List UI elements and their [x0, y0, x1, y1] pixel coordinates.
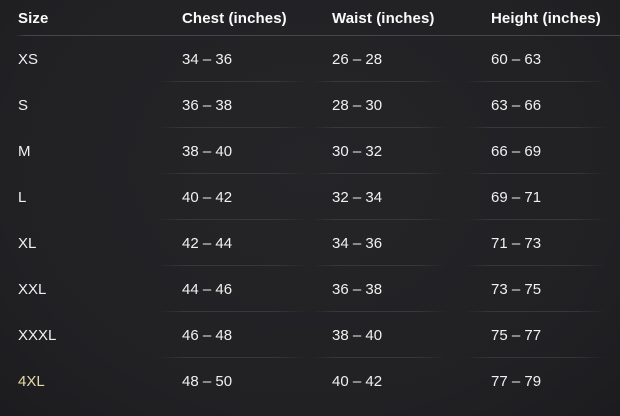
- value-cell: 42 – 44: [158, 220, 310, 266]
- column-header-size: Size: [18, 9, 49, 27]
- value-cell: 40 – 42: [332, 372, 383, 390]
- table-row: XL 42 – 44 34 – 36 71 – 73: [0, 220, 620, 266]
- value-cell: 38 – 40: [158, 128, 310, 174]
- size-cell-xs: XS: [18, 50, 39, 68]
- size-cell-xl: XL: [18, 234, 37, 252]
- value-cell: 36 – 38: [158, 82, 310, 128]
- table-row: M 38 – 40 30 – 32 66 – 69: [0, 128, 620, 174]
- table-row: XXL 44 – 46 36 – 38 73 – 75: [0, 266, 620, 312]
- value-cell: 28 – 30: [310, 82, 465, 128]
- table-row: S 36 – 38 28 – 30 63 – 66: [0, 82, 620, 128]
- value-cell: 75 – 77: [465, 312, 620, 358]
- value-cell: 60 – 63: [465, 36, 620, 82]
- value-cell: 26 – 28: [310, 36, 465, 82]
- size-cell-m: M: [18, 142, 31, 160]
- value-cell: 73 – 75: [465, 266, 620, 312]
- value-cell: 32 – 34: [310, 174, 465, 220]
- value-cell: 30 – 32: [310, 128, 465, 174]
- table-row: XXXL 46 – 48 38 – 40 75 – 77: [0, 312, 620, 358]
- value-cell: 71 – 73: [465, 220, 620, 266]
- value-cell: 40 – 42: [158, 174, 310, 220]
- value-cell: 34 – 36: [310, 220, 465, 266]
- size-cell-4xl: 4XL: [18, 372, 45, 390]
- value-cell: 46 – 48: [158, 312, 310, 358]
- table-row: 4XL 48 – 50 40 – 42 77 – 79: [0, 358, 620, 404]
- size-cell-s: S: [18, 96, 29, 114]
- value-cell: 38 – 40: [310, 312, 465, 358]
- value-cell: 36 – 38: [310, 266, 465, 312]
- column-header-chest-inches: Chest (inches): [182, 9, 287, 27]
- value-cell: 44 – 46: [158, 266, 310, 312]
- column-header-waist-inches: Waist (inches): [332, 9, 435, 27]
- value-cell: 63 – 66: [465, 82, 620, 128]
- column-header-height-inches: Height (inches): [491, 9, 601, 27]
- table-row: L 40 – 42 32 – 34 69 – 71: [0, 174, 620, 220]
- header-divider: [0, 35, 620, 36]
- table-header-row: Size Chest (inches) Waist (inches) Height (…: [0, 0, 620, 36]
- value-cell: 77 – 79: [491, 372, 542, 390]
- value-cell: 66 – 69: [465, 128, 620, 174]
- value-cell: 34 – 36: [158, 36, 310, 82]
- value-cell: 69 – 71: [465, 174, 620, 220]
- value-cell: 48 – 50: [182, 372, 233, 390]
- size-cell-l: L: [18, 188, 27, 206]
- size-cell-xxl: XXL: [18, 280, 47, 298]
- table-body: XS 34 – 36 26 – 28 60 – 63 S 36 – 38 28 – 30 63…: [0, 36, 620, 404]
- size-cell-xxxl: XXXL: [18, 326, 57, 344]
- table-row: XS 34 – 36 26 – 28 60 – 63: [0, 36, 620, 82]
